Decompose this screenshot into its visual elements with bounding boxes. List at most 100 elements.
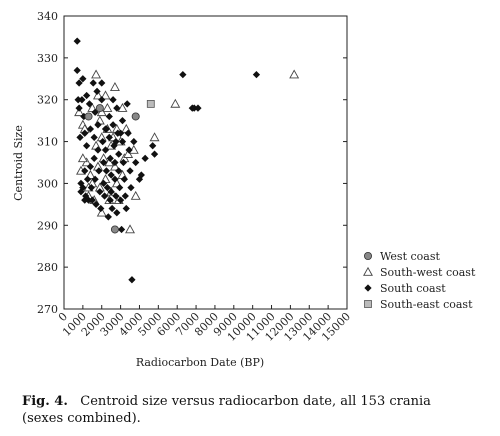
data-point-diamond — [117, 225, 126, 234]
legend-marker-triangle — [363, 266, 373, 276]
legend-marker-diamond — [364, 284, 372, 292]
figure-label: Fig. 4. — [22, 394, 68, 409]
data-point-triangle — [149, 132, 160, 142]
legend: West coast South-west coast South coast Sou… — [363, 250, 476, 311]
data-point-diamond — [127, 183, 135, 192]
data-point-diamond — [78, 96, 86, 104]
data-point-diamond — [81, 167, 89, 175]
data-point-diamond — [81, 129, 89, 137]
data-point-circle — [95, 104, 104, 113]
x-axis-label: Radiocarbon Date (BP) — [136, 356, 264, 369]
data-point-triangle — [130, 190, 141, 200]
data-point-triangle — [109, 82, 120, 91]
data-points — [73, 37, 300, 284]
data-point-diamond — [112, 137, 120, 146]
data-point-diamond — [194, 104, 202, 112]
data-point-diamond — [112, 192, 120, 200]
y-tick-label: 330 — [37, 52, 58, 65]
data-point-diamond — [99, 179, 108, 188]
legend-label: South-east coast — [380, 298, 473, 311]
y-tick-label: 310 — [37, 136, 58, 149]
data-point-diamond — [88, 196, 96, 204]
data-point-diamond — [118, 137, 127, 146]
data-point-diamond — [75, 104, 83, 112]
data-point-diamond — [83, 175, 92, 183]
data-point-square — [146, 100, 155, 108]
data-point-diamond — [97, 204, 105, 213]
data-point-diamond — [107, 171, 115, 179]
data-point-triangle — [96, 207, 107, 217]
data-point-triangle — [91, 69, 102, 79]
data-point-circle — [110, 225, 119, 234]
data-point-triangle — [77, 153, 88, 163]
data-point-diamond — [137, 171, 145, 179]
data-point-circle — [131, 112, 140, 121]
data-point-diamond — [101, 146, 110, 154]
y-axis-ticks: 270 280 290 300 310 320 330 340 — [37, 10, 347, 316]
data-point-diamond — [83, 142, 91, 150]
data-point-diamond — [76, 133, 84, 142]
data-point-diamond — [75, 79, 83, 87]
data-point-diamond — [123, 100, 131, 108]
data-point-diamond — [106, 154, 114, 162]
data-point-diamond — [79, 183, 87, 192]
data-point-diamond — [111, 175, 119, 183]
y-tick-label: 290 — [37, 219, 58, 232]
data-point-diamond — [94, 121, 102, 129]
data-point-diamond — [99, 158, 108, 167]
data-point-triangle — [170, 98, 181, 108]
data-point-diamond — [252, 70, 261, 79]
data-point-diamond — [116, 196, 125, 204]
data-point-triangle — [92, 90, 103, 100]
data-point-diamond — [91, 175, 99, 183]
scatter-chart: 270 280 290 300 310 320 330 340 010002000300040… — [12, 10, 476, 369]
plot-frame — [63, 15, 348, 310]
data-point-diamond — [107, 188, 115, 196]
data-point-diamond — [120, 175, 128, 183]
data-point-diamond — [126, 167, 134, 175]
data-point-diamond — [83, 91, 91, 100]
data-point-diamond — [150, 150, 159, 158]
data-point-diamond — [108, 204, 116, 213]
data-point-diamond — [102, 125, 111, 133]
data-point-diamond — [141, 154, 149, 162]
data-point-diamond — [125, 146, 133, 154]
data-point-diamond — [118, 117, 127, 125]
data-point-diamond — [109, 121, 117, 129]
data-point-diamond — [130, 137, 138, 146]
data-point-diamond — [105, 112, 113, 121]
data-point-diamond — [111, 158, 119, 167]
data-point-diamond — [86, 125, 95, 133]
data-point-diamond — [115, 167, 123, 175]
data-point-diamond — [115, 150, 123, 158]
legend-marker-square — [364, 300, 372, 308]
y-tick-label: 300 — [37, 177, 58, 190]
data-point-triangle — [100, 90, 111, 100]
data-point-diamond — [119, 158, 128, 167]
data-point-diamond — [89, 79, 97, 87]
y-axis-label: Centroid Size — [12, 125, 25, 201]
data-point-triangle — [104, 157, 115, 167]
data-point-diamond — [73, 37, 81, 45]
data-point-triangle — [102, 102, 113, 112]
caption-line-1: Centroid size versus radiocarbon date, a… — [80, 394, 431, 409]
caption-line-2: (sexes combined). — [22, 411, 141, 426]
data-point-diamond — [100, 192, 109, 200]
y-tick-label: 270 — [37, 303, 58, 316]
data-point-circle — [84, 112, 93, 121]
data-point-diamond — [98, 96, 106, 104]
legend-label: West coast — [380, 250, 440, 263]
data-point-diamond — [79, 75, 87, 83]
data-point-diamond — [96, 188, 104, 196]
data-point-diamond — [98, 79, 106, 87]
data-point-triangle — [289, 69, 300, 79]
data-point-diamond — [132, 158, 140, 167]
data-point-triangle — [125, 224, 135, 234]
legend-label: South coast — [380, 282, 446, 295]
data-point-diamond — [113, 209, 121, 217]
y-tick-label: 320 — [37, 94, 58, 107]
data-point-diamond — [121, 192, 129, 200]
data-point-diamond — [85, 100, 94, 108]
data-point-diamond — [90, 154, 98, 162]
legend-label: South-west coast — [380, 266, 476, 279]
